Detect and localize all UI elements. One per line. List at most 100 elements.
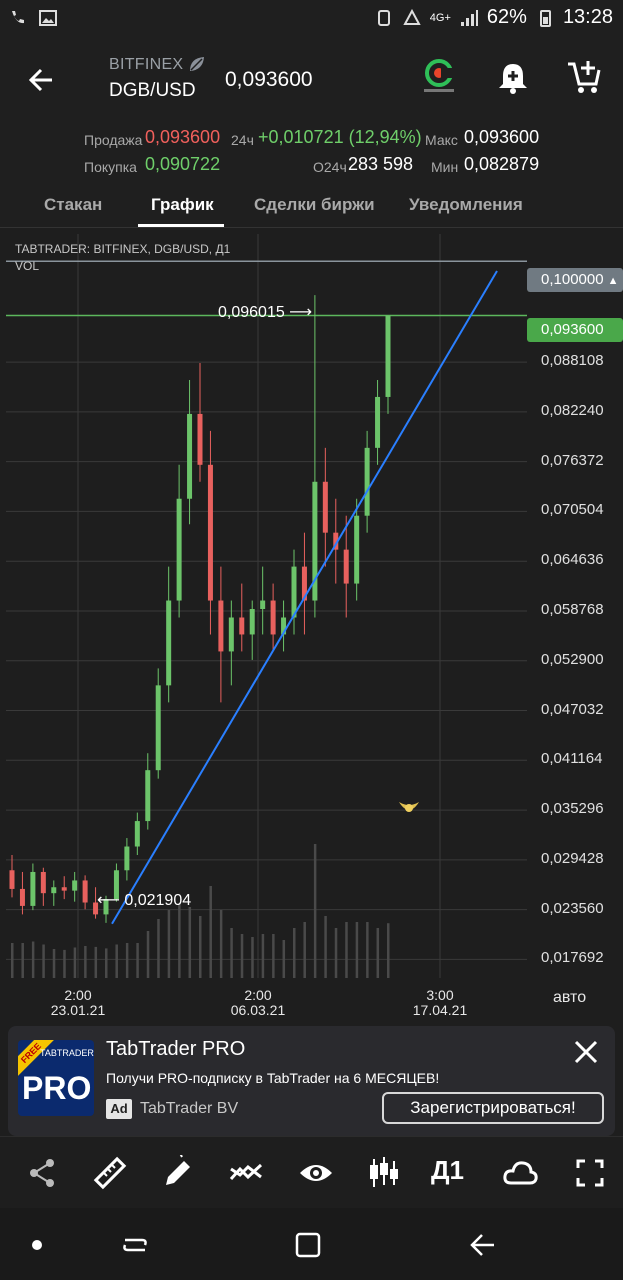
clock: 13:28 xyxy=(562,6,613,28)
candle-body xyxy=(155,685,161,771)
volume-bar xyxy=(366,922,369,978)
candle-body xyxy=(343,549,349,584)
y-tick-label: 0,017692 xyxy=(541,949,604,967)
high-annotation: 0,096015 ⟶ xyxy=(218,304,313,321)
x-tick-label: 2:00 06.03.21 xyxy=(230,987,286,1018)
system-nav-bar xyxy=(0,1208,623,1280)
share-icon[interactable] xyxy=(24,1155,60,1191)
signal-icon xyxy=(460,9,478,26)
app-header: BITFINEX DGB/USD 0,093600 xyxy=(0,38,623,124)
sell-label: Продажа xyxy=(84,132,143,148)
fullscreen-icon[interactable] xyxy=(572,1155,608,1191)
leaf-icon xyxy=(190,57,204,71)
ad-register-button[interactable]: Зарегистрироваться! xyxy=(382,1092,604,1124)
chart-canvas[interactable] xyxy=(0,229,623,1026)
add-to-cart-icon[interactable] xyxy=(566,58,602,96)
alert-level-tag[interactable]: 0,100000 ▲ xyxy=(527,268,623,292)
battery-icon xyxy=(539,9,551,27)
volume-bar xyxy=(188,907,192,978)
indicators-icon[interactable] xyxy=(228,1155,264,1191)
y-tick-label: 0,047032 xyxy=(541,700,604,718)
ad-badge: Ad xyxy=(106,1099,132,1119)
volume-bar xyxy=(230,928,233,978)
candle-body xyxy=(218,600,224,652)
volume-bar xyxy=(334,928,338,978)
y-tick-label: 0,035296 xyxy=(541,800,604,818)
data-saver-icon xyxy=(403,8,421,25)
volume-bar xyxy=(199,916,202,978)
volume-bar xyxy=(376,928,380,978)
tab-bar: Стакан График Сделки биржи Уведомления xyxy=(0,184,623,228)
x-tick-label: 3:00 17.04.21 xyxy=(412,987,468,1018)
volume-bar xyxy=(240,934,244,978)
candle-body xyxy=(354,515,360,584)
tab-notifications[interactable]: Уведомления xyxy=(409,195,523,214)
ad-banner[interactable]: FREE TABTRADER PRO TabTrader PRO Получи … xyxy=(8,1026,615,1136)
cloud-icon[interactable] xyxy=(502,1155,538,1191)
volume-bar xyxy=(282,940,286,978)
pencil-icon[interactable] xyxy=(160,1155,196,1191)
recents-icon[interactable] xyxy=(120,1230,150,1260)
y-tick-label: 0,029428 xyxy=(541,849,604,867)
price-chart[interactable]: TABTRADER: BITFINEX, DGB/USD, Д1 VOL 0,1… xyxy=(0,229,623,1026)
volume-bar xyxy=(125,943,129,978)
add-alert-bell-icon[interactable] xyxy=(496,60,530,96)
last-price: 0,093600 xyxy=(225,68,313,91)
ruler-icon[interactable] xyxy=(92,1155,128,1191)
candle-body xyxy=(375,396,381,448)
dot-icon[interactable] xyxy=(22,1230,52,1260)
x-tick-label: 2:00 23.01.21 xyxy=(50,987,106,1018)
volume-bar xyxy=(219,910,223,978)
back-arrow-icon[interactable] xyxy=(22,60,62,100)
sell-value: 0,093600 xyxy=(145,127,221,147)
tab-chart[interactable]: График xyxy=(151,195,214,214)
candle-body xyxy=(19,888,25,906)
volume-bar xyxy=(355,922,359,978)
candle-body xyxy=(207,464,213,601)
wifi-call-icon xyxy=(12,11,24,24)
trend-line xyxy=(111,270,498,925)
y-tick-label: 0,082240 xyxy=(541,401,604,419)
chart-toolbar: Д1 xyxy=(0,1136,623,1208)
battery-percent: 62% xyxy=(486,6,527,28)
candle-body xyxy=(176,498,182,601)
ad-advertiser: TabTrader BV xyxy=(140,1100,239,1117)
change-value: +0,010721 (12,94%) xyxy=(258,127,422,147)
volume-bar xyxy=(94,946,98,978)
volume-bar xyxy=(387,923,390,978)
volume-bar xyxy=(84,946,87,978)
volume-bar xyxy=(146,931,150,978)
volume-bar xyxy=(209,886,212,978)
tabtrader-pro-logo: FREE TABTRADER PRO xyxy=(18,1040,94,1116)
tab-exchange-trades[interactable]: Сделки биржи xyxy=(254,195,375,214)
chart-marker-icon[interactable] xyxy=(397,796,421,816)
change-label: 24ч xyxy=(231,132,254,148)
tab-order-book[interactable]: Стакан xyxy=(44,195,103,214)
candle-body xyxy=(145,770,151,822)
y-tick-label: 0,070504 xyxy=(541,501,604,519)
volume-bar xyxy=(303,922,306,978)
currency-com-logo-icon[interactable] xyxy=(418,56,460,98)
home-icon[interactable] xyxy=(293,1230,323,1260)
candle-body xyxy=(291,566,297,618)
candle-body xyxy=(61,887,67,891)
candle-body xyxy=(51,887,57,894)
current-price-tag: 0,093600 xyxy=(527,318,623,342)
auto-scale-button[interactable]: авто xyxy=(553,989,587,1006)
back-nav-icon[interactable] xyxy=(468,1230,498,1260)
candle-body xyxy=(113,870,119,900)
interval-selector[interactable]: Д1 xyxy=(431,1155,464,1185)
candle-body xyxy=(93,902,99,915)
candle-body xyxy=(385,315,391,397)
eye-icon[interactable] xyxy=(298,1155,334,1191)
max-label: Макс xyxy=(425,132,458,148)
status-bar: 4G+ 62% 13:28 xyxy=(0,0,623,38)
recycle-icon xyxy=(377,9,390,26)
close-icon[interactable] xyxy=(572,1038,600,1066)
volume-bar xyxy=(31,941,35,978)
pair-name: DGB/USD xyxy=(109,80,196,101)
volume-bar xyxy=(11,943,14,978)
y-tick-label: 0,076372 xyxy=(541,451,604,469)
candles-icon[interactable] xyxy=(366,1155,402,1191)
y-tick-label: 0,023560 xyxy=(541,899,604,917)
